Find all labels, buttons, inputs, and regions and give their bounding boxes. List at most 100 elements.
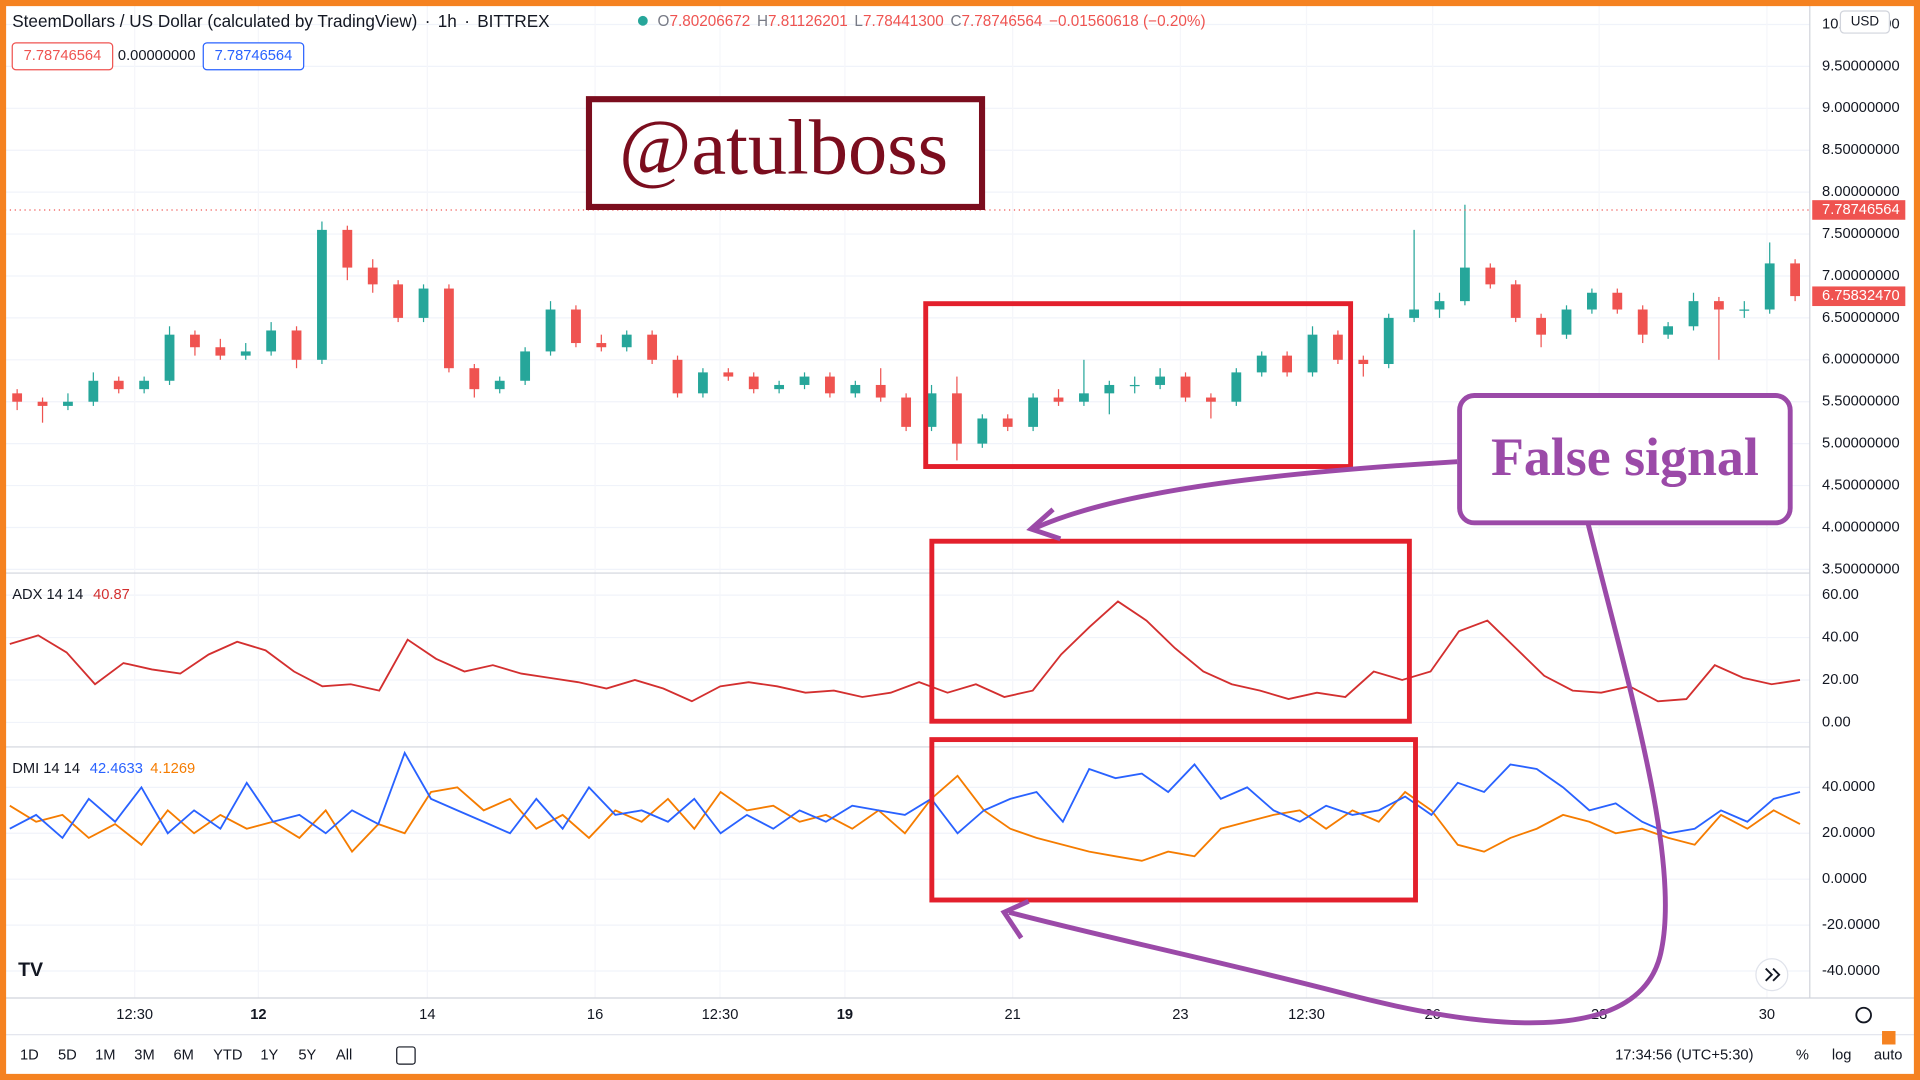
y-tick-label: 9.50000000 [1822, 58, 1900, 74]
scroll-icon [1765, 967, 1781, 982]
candle-body [1434, 301, 1445, 310]
arrowhead [1000, 898, 1030, 940]
bid-box [11, 42, 114, 71]
candle-body [291, 330, 302, 360]
candle-body [37, 401, 48, 406]
di-line [9, 750, 1801, 840]
ohlc-value: 7.81126201 [768, 13, 848, 30]
candle-body [88, 380, 99, 402]
candle-body [139, 380, 150, 390]
di-line [9, 774, 1801, 862]
clock[interactable]: 17:34:56 (UTC+5:30) [1615, 1047, 1753, 1063]
candle-body [1231, 372, 1242, 402]
candle-body [215, 347, 226, 356]
range-button[interactable]: 6M [173, 1047, 193, 1063]
candle-body [1358, 359, 1369, 365]
candle-body [596, 343, 607, 348]
ask: 7.78746564 [215, 48, 293, 64]
candle-body [1307, 334, 1318, 373]
candle-body [825, 376, 835, 394]
range-button[interactable]: 1M [95, 1047, 115, 1063]
watermark: @atulboss [619, 103, 948, 190]
candle-body [1079, 393, 1089, 402]
goto-date-icon[interactable] [396, 1046, 416, 1065]
x-tick-label: 14 [419, 1007, 435, 1023]
range-button[interactable]: 1Y [260, 1047, 278, 1063]
y-tick-label: 8.50000000 [1822, 142, 1900, 158]
y-tick-label: 40.00 [1822, 629, 1859, 645]
candle-body [240, 351, 251, 356]
y-tick-label: 6.00000000 [1822, 352, 1900, 368]
range-button[interactable]: 3M [134, 1047, 154, 1063]
candle-body [1612, 292, 1623, 310]
candle-body [875, 384, 886, 398]
range-button[interactable]: 5Y [298, 1047, 316, 1063]
candle-body [1637, 309, 1648, 335]
candle-body [1180, 376, 1191, 398]
resize-handle [1882, 1031, 1896, 1045]
candle-body [444, 288, 454, 369]
ohlc-label: O [658, 13, 670, 30]
callout: False signal [1491, 427, 1759, 487]
auto-toggle[interactable]: auto [1874, 1047, 1903, 1063]
y-tick-label: 9.00000000 [1822, 100, 1900, 116]
log-toggle[interactable]: log [1832, 1047, 1852, 1063]
candle-body [317, 229, 327, 360]
adx-line [9, 600, 1801, 703]
x-tick-label: 12 [250, 1007, 266, 1023]
percent-toggle[interactable]: % [1796, 1047, 1809, 1063]
adx-legend: ADX 14 14 40.87 [12, 587, 130, 603]
exchange: BITTREX [477, 11, 550, 31]
candle-body [393, 284, 404, 318]
range-button[interactable]: 5D [58, 1047, 77, 1063]
x-tick-label: 21 [1004, 1007, 1020, 1023]
settings-icon[interactable] [1855, 1006, 1872, 1024]
range-button[interactable]: 1D [20, 1047, 39, 1063]
x-tick-label: 16 [587, 1007, 603, 1023]
y-tick-label: 40.0000 [1822, 779, 1875, 795]
candle-body [367, 267, 378, 285]
candle-body [1383, 317, 1394, 365]
y-tick-label: 6.50000000 [1822, 310, 1900, 326]
candle-body [901, 397, 912, 427]
candle-body [926, 393, 937, 427]
candle-body [698, 372, 708, 394]
candle-body [520, 351, 531, 381]
x-tick-label: 12:30 [1288, 1007, 1325, 1023]
market-status [637, 15, 648, 26]
y-tick-label: -20.0000 [1822, 917, 1880, 933]
y-tick-label: 5.00000000 [1822, 436, 1900, 452]
candle-body [1409, 309, 1420, 318]
highlight-box [923, 301, 1354, 469]
candle-body [1104, 384, 1115, 394]
minus-di-value: 4.1269 [150, 761, 195, 777]
candle-body [1536, 317, 1547, 335]
adx-label: ADX 14 14 [12, 587, 83, 603]
watermark-box [585, 96, 986, 210]
candle-body [164, 334, 175, 381]
currency-badge[interactable] [1839, 10, 1890, 34]
spread: 0.00000000 [118, 48, 196, 64]
currency[interactable]: USD [1851, 14, 1880, 29]
candle-body [545, 309, 556, 352]
candle-body [1028, 397, 1039, 427]
range-button[interactable]: All [336, 1047, 352, 1063]
ohlc: O7.80206672 H7.81126201 L7.78441300 C7.7… [658, 13, 1206, 30]
y-tick-label: 7.50000000 [1822, 226, 1900, 242]
highlight-box [929, 737, 1418, 903]
symbol: SteemDollars / US Dollar (calculated by … [12, 11, 417, 31]
y-tick-label: 20.00 [1822, 672, 1859, 688]
ask-box [202, 42, 305, 71]
candle-body [571, 309, 581, 344]
arrowhead [1026, 507, 1062, 542]
candle-body [952, 393, 962, 444]
candle-body [469, 368, 480, 390]
range-button[interactable]: YTD [213, 1047, 242, 1063]
bid: 7.78746564 [24, 48, 102, 64]
highlight-box [929, 538, 1412, 724]
tv-logo[interactable]: TV [18, 959, 43, 981]
candle-body [190, 334, 200, 348]
